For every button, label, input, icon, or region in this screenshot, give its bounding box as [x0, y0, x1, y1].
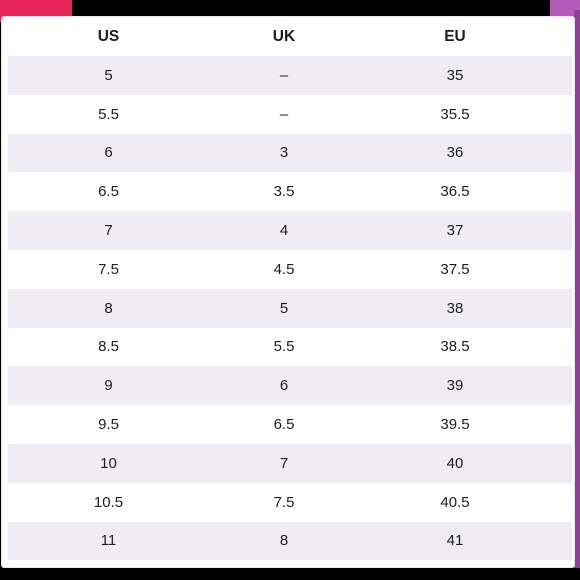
us-size-cell: 6.5	[98, 183, 119, 201]
eu-size-cell: 35.5	[440, 105, 470, 123]
table-row: 7.5 4.5 37.5	[8, 250, 572, 289]
size-conversion-table: US UK EU 5–35 5.5–35.5 6 3 36 6.5 3.5 36.5 7 4 37 7…	[8, 17, 572, 561]
us-size-cell: 7	[104, 222, 113, 240]
table-row: 7 4 37	[8, 211, 572, 250]
us-size-cell: 11	[100, 532, 117, 550]
uk-size-cell: 8	[279, 532, 289, 550]
uk-size-cell: 6	[279, 377, 289, 395]
us-size-cell: 10	[100, 454, 117, 472]
eu-size-cell: 36.5	[440, 183, 470, 201]
eu-size-cell: 36	[446, 144, 464, 162]
eu-size-cell: 39	[446, 377, 464, 395]
uk-size-cell: 7.5	[273, 493, 295, 511]
eu-size-cell: 38.5	[440, 338, 470, 356]
eu-size-cell: 38	[446, 299, 464, 317]
uk-size-cell: –	[279, 66, 289, 84]
eu-size-cell: 40	[446, 454, 464, 472]
uk-size-cell: –	[279, 105, 289, 123]
table-row: 10.5 7.5 40.5	[8, 483, 572, 522]
pink-accent-tab	[0, 0, 72, 22]
uk-size-cell: 5.5	[273, 338, 295, 356]
us-size-cell: 7.5	[98, 260, 119, 278]
uk-size-cell: 4	[279, 222, 289, 240]
eu-size-cell: 35	[446, 66, 464, 84]
uk-size-cell: 7	[279, 454, 289, 472]
header-uk: UK	[272, 27, 296, 45]
us-size-cell: 9	[104, 377, 113, 395]
us-size-cell: 5.5	[98, 105, 119, 123]
table-row: 5.5 – 35.5	[8, 95, 572, 134]
us-size-cell: 6	[104, 144, 113, 162]
table-row: 8 5 38	[8, 288, 572, 328]
us-size-cell: 9.5	[98, 416, 119, 434]
eu-size-cell: 40.5	[440, 493, 470, 511]
table-row: 9 6 39	[8, 366, 572, 406]
eu-size-cell: 41	[446, 532, 464, 550]
table-row: 6.5 3.5 36.5	[8, 172, 572, 211]
header-us: US	[97, 27, 120, 45]
eu-size-cell: 39.5	[440, 416, 470, 434]
size-chart-panel: US UK EU 5–35 5.5–35.5 6 3 36 6.5 3.5 36.5 7 4 37 7…	[2, 17, 574, 567]
table-row: 9.5 6.5 39.5	[8, 405, 572, 444]
header-eu: EU	[444, 27, 466, 45]
eu-size-cell: 37.5	[440, 260, 470, 278]
uk-size-cell: 5	[279, 299, 289, 317]
uk-size-cell: 6.5	[273, 416, 295, 434]
table-header-row: US UK EU	[8, 17, 572, 56]
table-row: 11 8 41	[8, 521, 572, 561]
bottom-black-bar	[0, 568, 580, 580]
us-size-cell: 10.5	[93, 493, 124, 511]
table-row: 5 – 35	[8, 56, 572, 95]
us-size-cell: 8.5	[98, 338, 119, 356]
eu-size-cell: 37	[446, 222, 464, 240]
uk-size-cell: 3.5	[273, 183, 295, 201]
uk-size-cell: 4.5	[273, 260, 295, 278]
uk-size-cell: 3	[279, 144, 289, 162]
purple-side-border	[574, 10, 580, 570]
table-row: 6 3 36	[8, 133, 572, 173]
table-row: 10 7 40	[8, 443, 572, 483]
us-size-cell: 5	[104, 66, 113, 84]
table-body: 5 – 35 5.5 – 35.5 6 3 36 6.5 3.5 36.5 7 4 37 7.5 4.5 37.5…	[8, 56, 572, 561]
us-size-cell: 8	[104, 299, 113, 317]
table-row: 8.5 5.5 38.5	[8, 328, 572, 367]
